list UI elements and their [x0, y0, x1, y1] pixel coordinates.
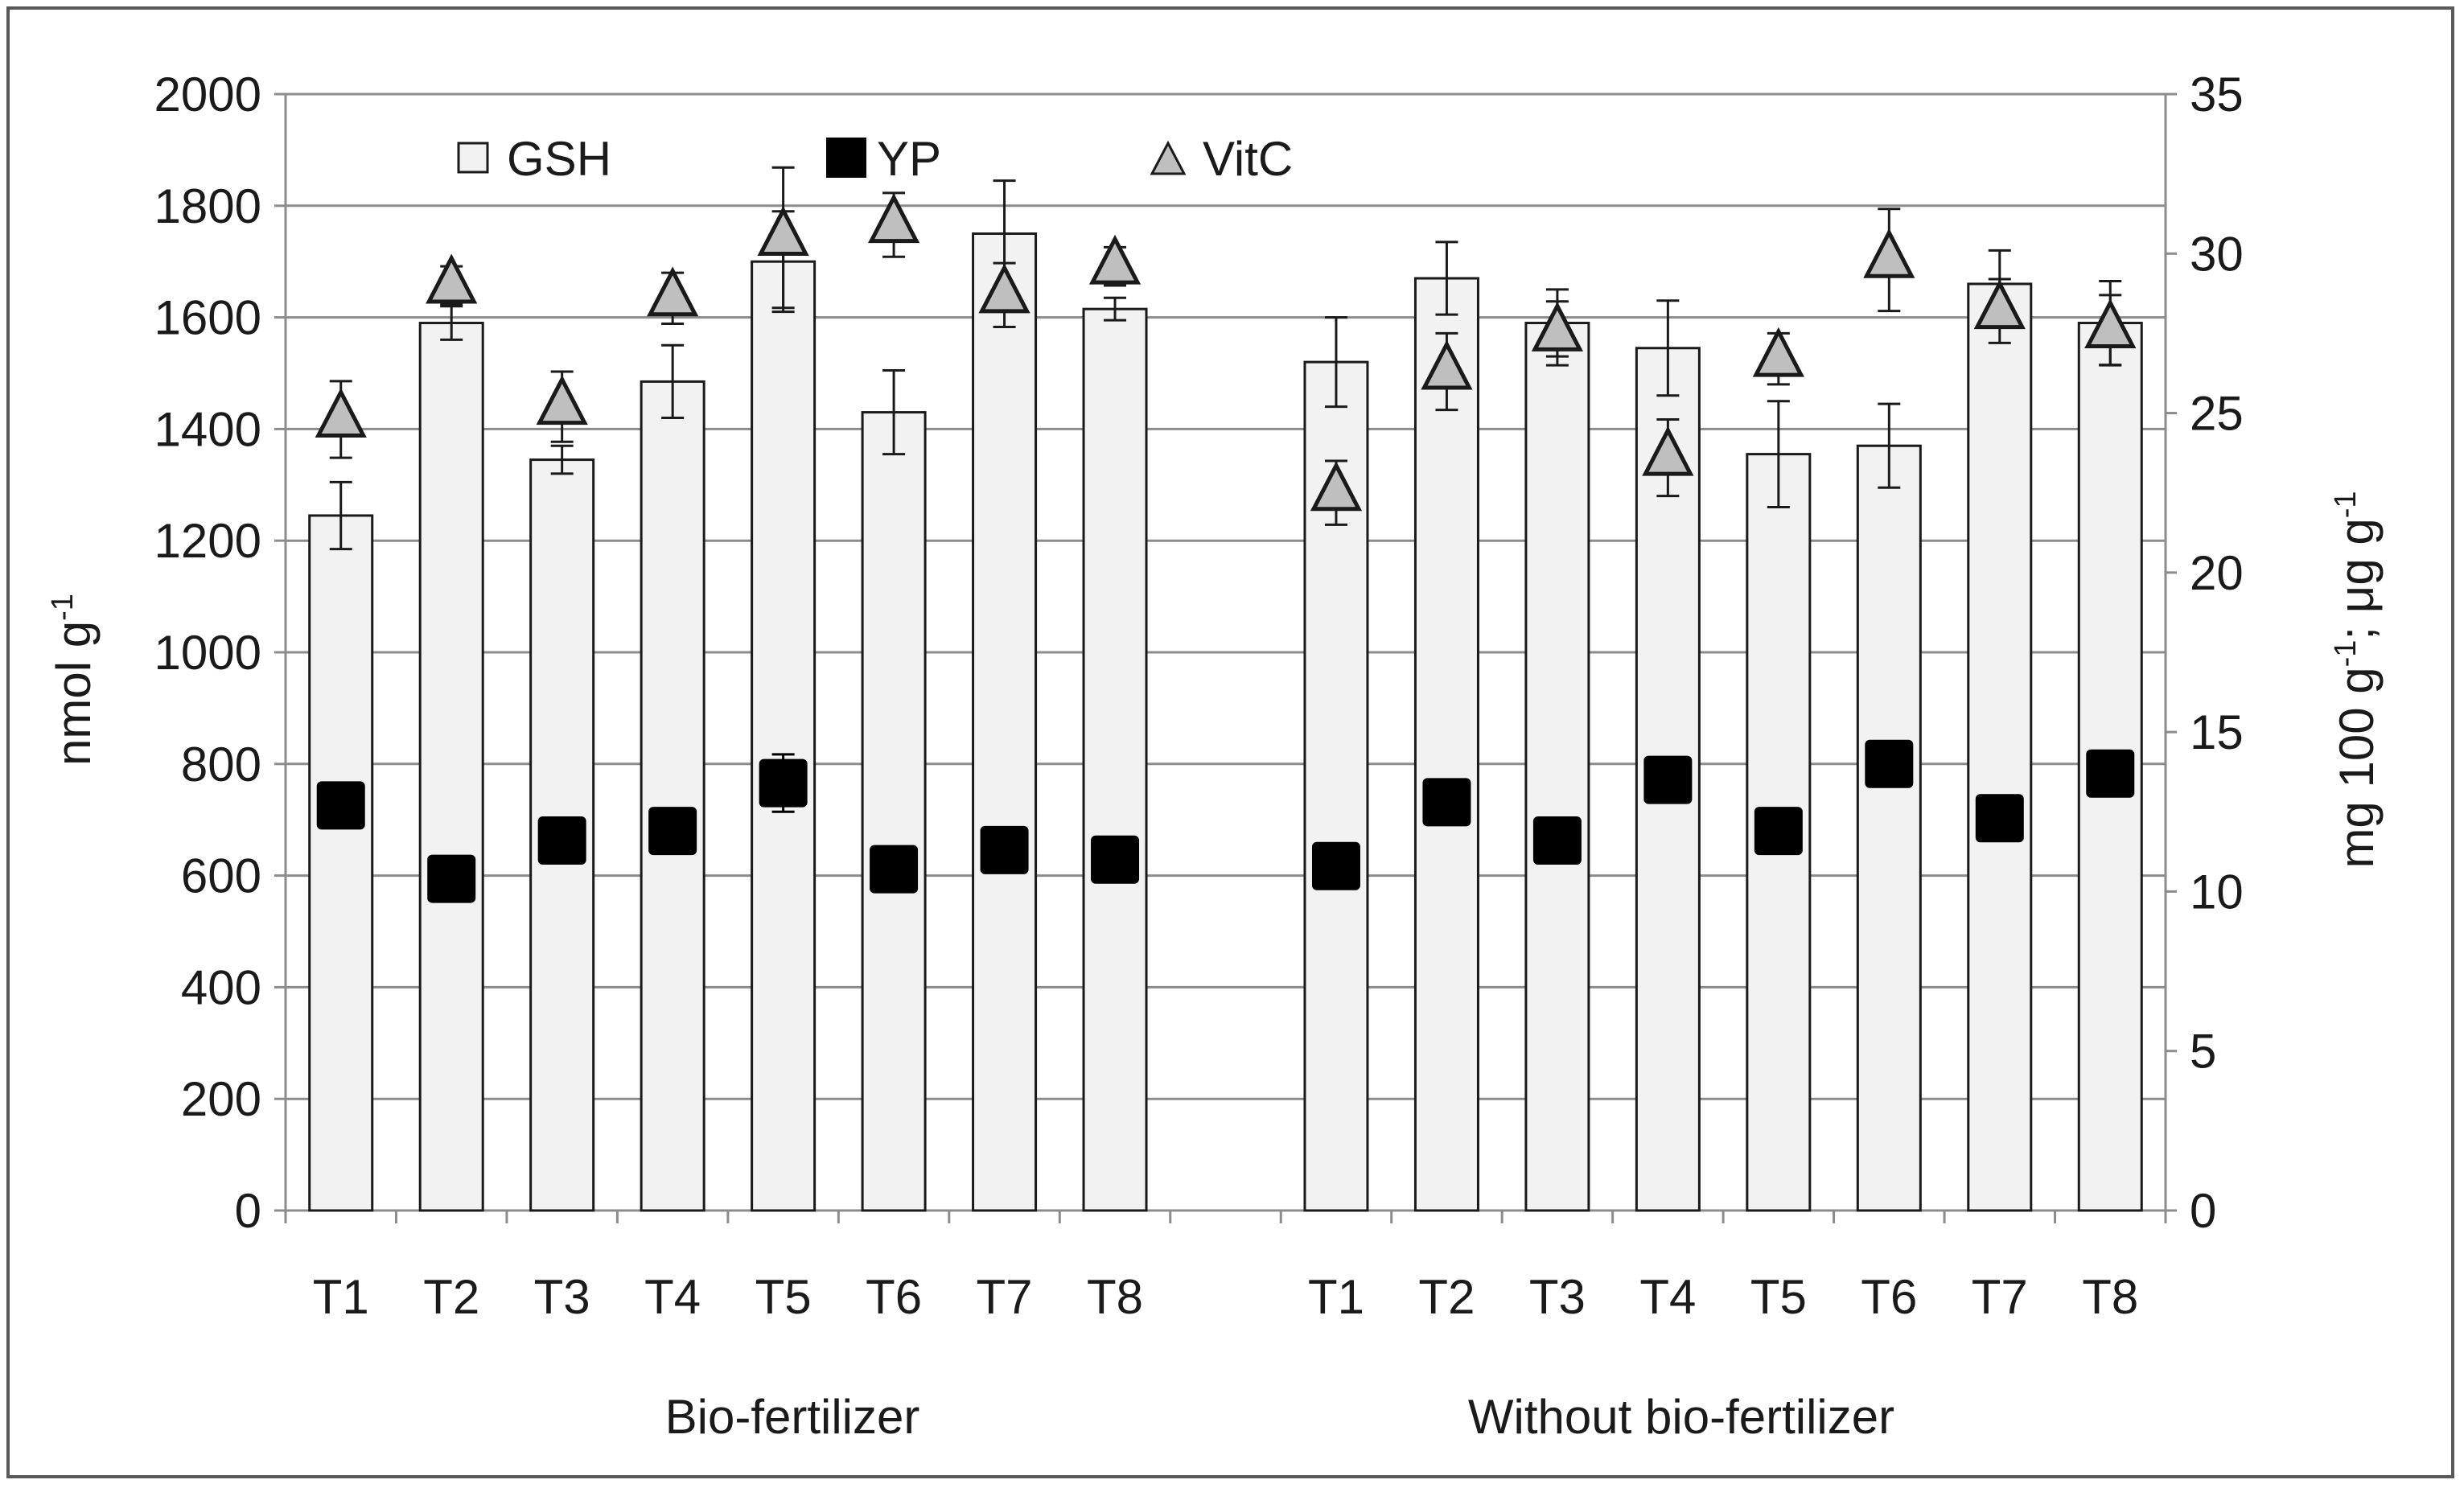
- x-category-label: T1: [313, 1270, 369, 1324]
- group-label-bio-fertilizer: Bio-fertilizer: [665, 1390, 920, 1444]
- y-left-tick-label: 400: [181, 960, 261, 1014]
- yp-marker: [1532, 816, 1582, 865]
- yp-marker: [1865, 739, 1914, 788]
- gsh-bar: [418, 322, 484, 1212]
- vitc-marker: [978, 263, 1030, 314]
- gsh-bar: [1413, 277, 1479, 1212]
- yp-marker: [1975, 794, 2024, 843]
- gsh-bar: [972, 232, 1038, 1212]
- y-right-tick-label: 20: [2190, 546, 2244, 600]
- legend-gsh-label: GSH: [507, 132, 611, 186]
- legend: GSH YP VitC: [457, 132, 1293, 186]
- x-category-label: T5: [755, 1270, 812, 1324]
- y-right-tick-label: 0: [2190, 1184, 2216, 1238]
- legend-vitc-swatch: [1150, 140, 1187, 175]
- vitc-marker: [1088, 234, 1142, 285]
- yp-marker: [2086, 749, 2135, 798]
- y-left-tick-label: 1600: [154, 291, 261, 345]
- vitc-marker: [536, 375, 588, 425]
- yp-marker: [1422, 778, 1471, 827]
- x-category-label: T4: [1639, 1270, 1696, 1324]
- legend-yp-swatch: [826, 138, 866, 178]
- x-category-label: T3: [534, 1270, 590, 1324]
- y-right-tick-label: 35: [2190, 68, 2244, 121]
- y-left-tick-label: 200: [181, 1072, 261, 1126]
- gsh-bar: [1856, 444, 1922, 1212]
- vitc-marker: [867, 193, 920, 244]
- y-left-tick-label: 0: [235, 1184, 261, 1238]
- chart-frame: [6, 6, 2454, 1478]
- y-right-tick-label: 30: [2190, 227, 2244, 281]
- y-right-tick-label: 5: [2190, 1025, 2216, 1079]
- gridlines: [286, 92, 2166, 1212]
- vitc-marker: [315, 388, 367, 438]
- yp-marker: [1091, 835, 1140, 884]
- yp-marker: [759, 758, 808, 808]
- axes: 0 200 400 600 800 1000 1200 1400 1600 1800 2000 0 5 1…: [154, 68, 2244, 1324]
- y-left-tick-label: 1800: [154, 179, 261, 233]
- yp-marker: [980, 825, 1029, 874]
- vitc-marker: [1310, 461, 1363, 512]
- group-label-without-bio-fertilizer: Without bio-fertilizer: [1468, 1390, 1894, 1444]
- yp-marker: [537, 816, 586, 865]
- gsh-bar: [308, 514, 374, 1212]
- x-category-label: T3: [1529, 1270, 1586, 1324]
- gsh-bar: [1082, 307, 1148, 1212]
- vitc-marker: [1752, 327, 1804, 377]
- yp-marker: [1643, 755, 1693, 804]
- vitc-marker: [757, 206, 809, 256]
- vitc-marker: [2084, 298, 2137, 348]
- y-left-tick-label: 2000: [154, 68, 261, 121]
- vitc-marker: [1973, 279, 2026, 330]
- x-category-label: T7: [977, 1270, 1033, 1324]
- y-right-tick-label: 15: [2190, 705, 2244, 759]
- y-left-tick-label: 1400: [154, 402, 261, 456]
- x-category-label: T6: [1861, 1270, 1917, 1324]
- x-category-label: T2: [423, 1270, 479, 1324]
- x-category-label: T6: [866, 1270, 922, 1324]
- yp-marker: [648, 807, 697, 856]
- gsh-bar: [1524, 322, 1590, 1212]
- y-right-tick-label: 10: [2190, 865, 2244, 919]
- y-left-tick-label: 800: [181, 738, 261, 791]
- markers: [315, 166, 2137, 903]
- y-axis-left-title: nmol g-1: [46, 594, 101, 766]
- x-category-label: T1: [1308, 1270, 1364, 1324]
- vitc-marker: [1531, 301, 1584, 351]
- x-category-label: T4: [644, 1270, 701, 1324]
- gsh-bars: [308, 179, 2143, 1212]
- x-category-label: T2: [1418, 1270, 1475, 1324]
- legend-yp-label: YP: [877, 132, 941, 186]
- y-left-tick-label: 1200: [154, 514, 261, 568]
- gsh-bar: [1967, 282, 2033, 1212]
- yp-marker: [1754, 807, 1803, 856]
- yp-marker: [1311, 841, 1360, 890]
- x-category-label: T8: [1087, 1270, 1143, 1324]
- vitc-marker: [647, 266, 699, 317]
- legend-gsh-swatch: [457, 142, 489, 174]
- vitc-marker: [426, 253, 478, 304]
- yp-marker: [316, 781, 365, 830]
- gsh-bar: [751, 260, 817, 1212]
- vitc-marker: [1421, 339, 1473, 390]
- x-category-label: T5: [1750, 1270, 1807, 1324]
- y-left-tick-label: 600: [181, 849, 261, 903]
- y-right-tick-label: 25: [2190, 387, 2244, 441]
- vitc-marker: [1863, 228, 1915, 278]
- y-left-tick-label: 1000: [154, 626, 261, 680]
- x-category-label: T7: [1972, 1270, 2028, 1324]
- yp-marker: [870, 845, 919, 894]
- gsh-bar: [861, 411, 927, 1212]
- y-axis-right-title: mg 100 g-1; μg g-1: [2329, 491, 2384, 868]
- vitc-marker: [1642, 425, 1694, 476]
- legend-vitc-label: VitC: [1203, 132, 1293, 186]
- x-category-label: T8: [2082, 1270, 2138, 1324]
- yp-marker: [427, 854, 476, 903]
- gsh-bar: [640, 380, 705, 1212]
